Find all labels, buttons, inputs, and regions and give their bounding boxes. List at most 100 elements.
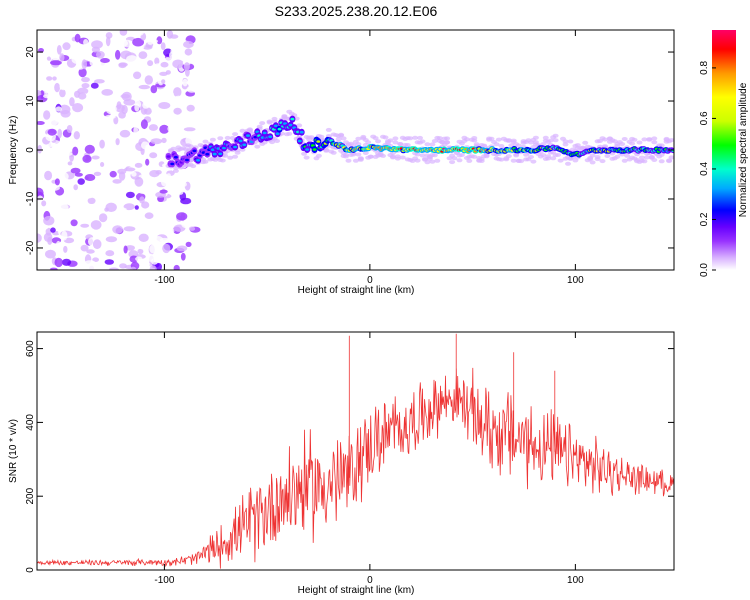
heatmap-cell xyxy=(96,111,103,122)
heatmap-cell xyxy=(123,234,132,243)
heatmap-cell xyxy=(96,51,105,59)
heatmap-cell xyxy=(173,264,180,270)
heatmap-cell xyxy=(222,153,229,158)
heatmap-cell xyxy=(565,161,571,166)
heatmap-cell xyxy=(123,226,136,232)
heatmap-cell xyxy=(183,127,196,132)
heatmap-cell xyxy=(73,131,81,140)
x-tick-label: 0 xyxy=(367,575,373,586)
heatmap-cell xyxy=(140,119,148,130)
heatmap-cell xyxy=(658,143,665,148)
heatmap-cell xyxy=(138,233,149,242)
heatmap-cell xyxy=(271,116,278,121)
heatmap-cell xyxy=(239,147,246,152)
heatmap-cell xyxy=(154,57,160,65)
heatmap-cell xyxy=(262,131,267,135)
heatmap-cell xyxy=(493,142,500,147)
heatmap-cell xyxy=(179,112,188,119)
heatmap-cell xyxy=(71,55,83,64)
heatmap-cell xyxy=(286,131,293,136)
heatmap-cell xyxy=(81,59,88,70)
heatmap-cell xyxy=(123,99,136,106)
heatmap-cell xyxy=(92,212,98,221)
heatmap-cell xyxy=(389,154,396,159)
heatmap-cell xyxy=(47,39,56,49)
heatmap-cell xyxy=(85,120,95,127)
heatmap-cell xyxy=(297,139,302,143)
heatmap-cell xyxy=(219,158,226,163)
heatmap-cell xyxy=(513,152,520,157)
heatmap-cell xyxy=(449,160,456,165)
heatmap-cell xyxy=(123,203,135,211)
heatmap-cell xyxy=(305,148,310,151)
heatmap-cell xyxy=(429,142,436,147)
snr-series-line xyxy=(37,333,674,569)
heatmap-cell xyxy=(562,142,569,147)
heatmap-cell xyxy=(89,30,98,39)
heatmap-cell xyxy=(48,185,60,191)
heatmap-cell xyxy=(46,159,57,169)
heatmap-cell xyxy=(161,137,167,144)
heatmap-cell xyxy=(85,264,95,270)
heatmap-cell xyxy=(92,122,104,128)
heatmap-cell xyxy=(159,71,168,76)
heatmap-cell xyxy=(503,157,510,162)
heatmap-cell xyxy=(54,178,60,186)
heatmap-cell xyxy=(382,135,389,140)
heatmap-cell xyxy=(192,149,197,153)
heatmap-cell xyxy=(599,159,606,164)
heatmap-cell xyxy=(345,158,352,163)
heatmap-cell xyxy=(170,47,179,55)
y-tick-label: -20 xyxy=(25,240,36,255)
heatmap-cell xyxy=(505,154,512,159)
x-tick-label: -100 xyxy=(154,275,174,286)
heatmap-cell xyxy=(188,226,196,231)
heatmap-cell xyxy=(146,253,154,262)
heatmap-cell xyxy=(621,158,628,163)
heatmap-cell xyxy=(552,133,559,138)
heatmap-cell xyxy=(138,51,148,59)
heatmap-cell xyxy=(147,60,154,67)
heatmap-cell xyxy=(495,137,502,142)
heatmap-cell xyxy=(651,136,658,141)
heatmap-cell xyxy=(105,250,115,257)
heatmap-cell xyxy=(159,124,170,134)
heatmap-cell xyxy=(106,123,115,133)
heatmap-cell xyxy=(166,155,171,158)
heatmap-cell xyxy=(77,203,85,212)
heatmap-cell xyxy=(167,124,180,133)
heatmap-cell xyxy=(176,212,188,221)
heatmap-cell xyxy=(50,60,62,66)
heatmap-cell xyxy=(269,140,276,145)
heatmap-cell xyxy=(83,39,89,46)
heatmap-cell xyxy=(116,101,122,110)
heatmap-cell xyxy=(142,101,150,109)
heatmap-cell xyxy=(159,145,165,151)
heatmap-cell xyxy=(170,162,175,166)
heatmap-cell xyxy=(138,188,150,195)
heatmap-cell xyxy=(145,158,150,166)
heatmap-cell xyxy=(176,245,188,252)
heatmap-cell xyxy=(72,103,84,113)
heatmap-cell xyxy=(367,154,374,159)
heatmap-cell xyxy=(56,45,62,55)
heatmap-cell xyxy=(44,84,50,94)
heatmap-cell xyxy=(104,259,115,265)
heatmap-cell xyxy=(149,199,156,209)
spectrogram-y-label: Frequency (Hz) xyxy=(8,116,19,185)
heatmap-cell xyxy=(144,212,154,219)
heatmap-cell xyxy=(91,155,100,160)
heatmap-cell xyxy=(120,94,131,99)
heatmap-cell xyxy=(392,140,399,145)
heatmap-cell xyxy=(55,106,62,112)
y-tick-label: 0 xyxy=(25,147,36,153)
heatmap-cell xyxy=(129,255,138,263)
heatmap-cell xyxy=(94,102,103,111)
heatmap-cell xyxy=(478,159,485,163)
heatmap-cell xyxy=(589,153,596,158)
colorbar: 0.0 0.2 0.4 0.6 0.8 Normalized spectral ampl… xyxy=(699,30,749,277)
heatmap-cell xyxy=(389,151,396,156)
heatmap-cell xyxy=(154,256,167,264)
heatmap-cell xyxy=(651,140,658,145)
